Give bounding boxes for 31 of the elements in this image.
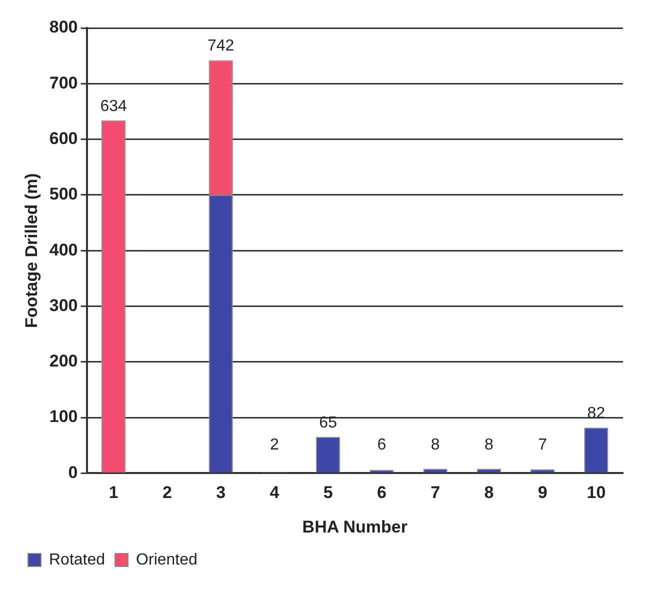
- total-label: 7: [538, 436, 548, 454]
- x-tick-label: 4: [270, 483, 280, 502]
- y-tick-label: 400: [49, 240, 78, 260]
- total-label: 65: [319, 414, 338, 432]
- y-tick-label: 500: [49, 184, 78, 204]
- x-tick-label: 1: [108, 483, 118, 502]
- x-tick-label: 6: [376, 483, 386, 502]
- legend-label: Rotated: [49, 551, 106, 568]
- x-tick-label: 2: [162, 483, 172, 502]
- y-axis-title: Footage Drilled (m): [22, 173, 41, 328]
- x-tick-label: 9: [538, 483, 548, 502]
- y-tick-label: 800: [49, 18, 78, 37]
- x-tick-label: 8: [484, 483, 494, 502]
- total-label: 6: [377, 436, 386, 454]
- total-label: 742: [207, 38, 234, 55]
- x-tick-label: 3: [216, 483, 226, 502]
- y-tick-label: 600: [49, 128, 78, 148]
- total-label: 2: [270, 436, 279, 454]
- x-tick-label: 5: [323, 483, 333, 502]
- x-tick-label: 7: [430, 483, 440, 502]
- y-tick-label: 300: [49, 296, 78, 315]
- x-tick-label: 10: [586, 483, 606, 502]
- total-label: 8: [430, 436, 440, 454]
- total-label: 634: [100, 98, 128, 115]
- x-axis-title: BHA Number: [302, 517, 408, 536]
- y-tick-label: 700: [49, 73, 78, 92]
- y-tick-label: 200: [49, 352, 78, 371]
- y-tick-label: 100: [49, 407, 78, 426]
- total-label: 8: [484, 436, 494, 454]
- legend-label: Oriented: [136, 551, 198, 568]
- y-tick-label: 0: [68, 462, 78, 482]
